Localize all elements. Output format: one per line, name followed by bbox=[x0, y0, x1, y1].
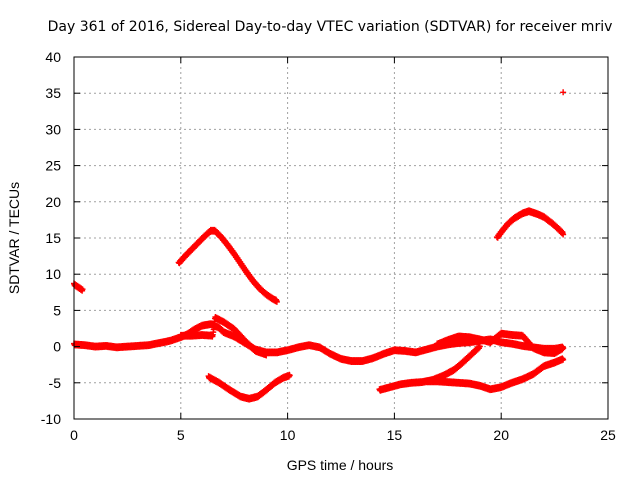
data-point bbox=[560, 345, 567, 352]
y-tick-label: 30 bbox=[45, 121, 61, 137]
series-track-secondary-evening bbox=[434, 329, 567, 358]
series-track-lower-dip bbox=[205, 371, 293, 403]
data-point bbox=[273, 298, 280, 305]
y-tick-label: 5 bbox=[53, 302, 61, 318]
x-tick-label: 10 bbox=[280, 427, 296, 443]
data-point bbox=[560, 356, 567, 363]
data-point bbox=[560, 89, 567, 96]
data-point bbox=[263, 352, 270, 359]
series-track-secondary-mid bbox=[177, 313, 270, 359]
y-tick-label: -10 bbox=[41, 411, 61, 427]
x-tick-label: 0 bbox=[70, 427, 78, 443]
series-track-arc-afternoon bbox=[175, 226, 280, 305]
data-point bbox=[560, 231, 567, 238]
series-track-high-late bbox=[493, 207, 567, 241]
data-markers bbox=[71, 89, 567, 403]
data-point bbox=[79, 286, 86, 293]
y-tick-label: 15 bbox=[45, 230, 61, 246]
data-point bbox=[286, 372, 293, 379]
data-point bbox=[210, 326, 217, 333]
y-axis-label: SDTVAR / TECUs bbox=[6, 182, 22, 294]
y-tick-label: 40 bbox=[45, 49, 61, 65]
x-tick-label: 15 bbox=[387, 427, 403, 443]
series-track-lower-late bbox=[423, 355, 567, 394]
x-tick-label: 5 bbox=[177, 427, 185, 443]
y-tick-label: 10 bbox=[45, 266, 61, 282]
x-tick-label: 20 bbox=[493, 427, 509, 443]
y-tick-label: 35 bbox=[45, 85, 61, 101]
y-tick-label: 25 bbox=[45, 158, 61, 174]
y-tick-label: -5 bbox=[49, 375, 62, 391]
data-point bbox=[476, 343, 483, 350]
axis-ticks: 0 5 10 15 20 25 -10 -5 0 5 10 15 20 25 30 35 40 bbox=[41, 49, 616, 443]
chart-title: Day 361 of 2016, Sidereal Day-to-day VTE… bbox=[48, 19, 613, 35]
y-tick-label: 0 bbox=[53, 339, 61, 355]
y-tick-label: 20 bbox=[45, 194, 61, 210]
series-isolated-point bbox=[560, 89, 567, 96]
x-axis-label: GPS time / hours bbox=[287, 457, 394, 473]
x-tick-label: 25 bbox=[600, 427, 616, 443]
